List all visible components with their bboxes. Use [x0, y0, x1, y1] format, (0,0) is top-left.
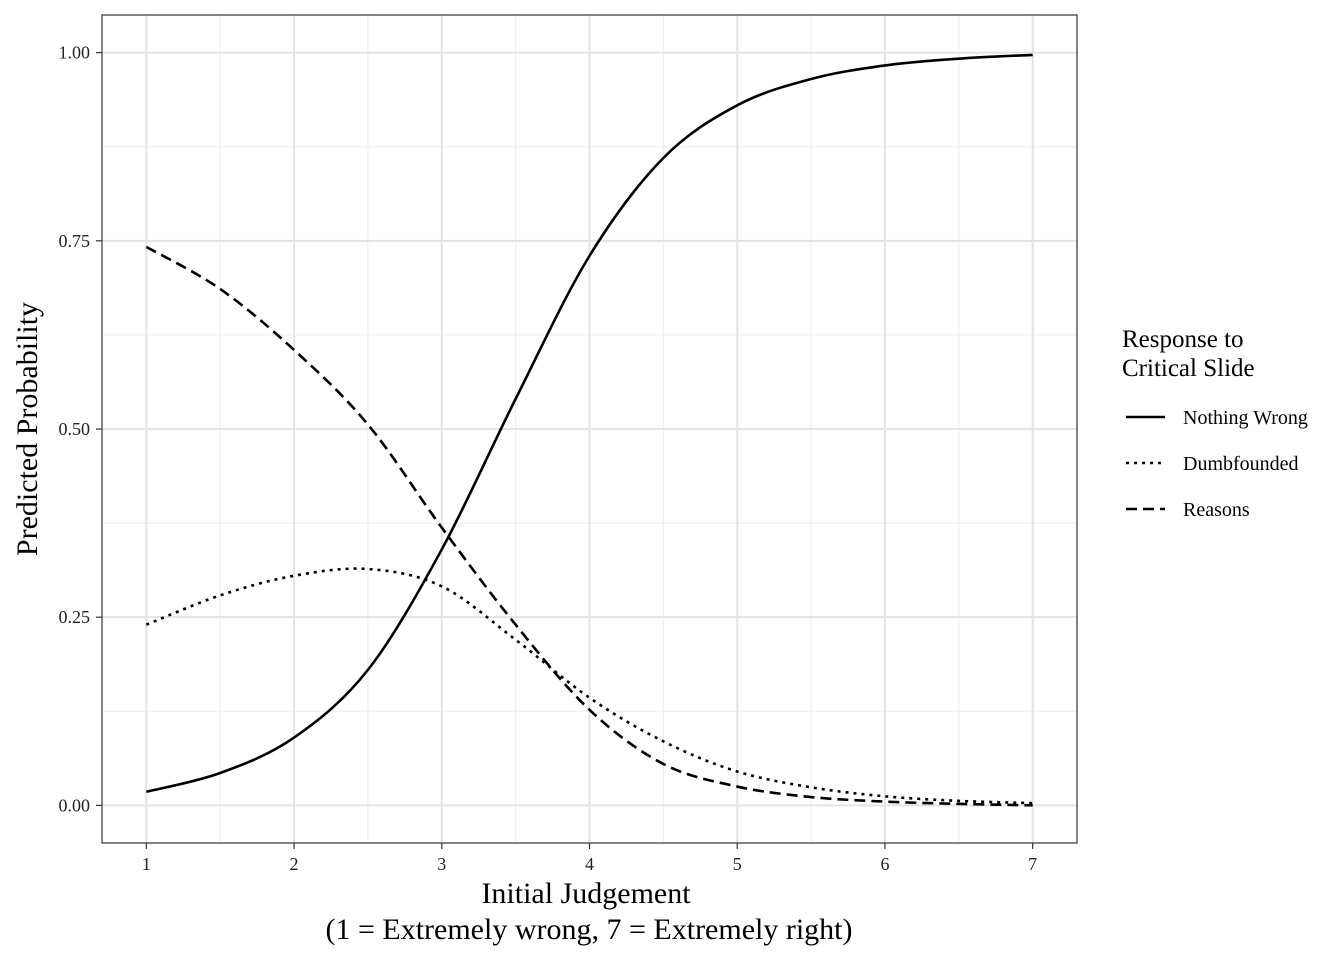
legend-label-reasons: Reasons: [1183, 499, 1250, 521]
x-axis: 1 2 3 4 5 6 7: [142, 843, 1037, 874]
legend-label-dumbfounded: Dumbfounded: [1183, 453, 1299, 475]
y-axis: 0.00 0.25 0.50 0.75 1.00: [59, 43, 102, 815]
y-axis-title: Predicted Probability: [11, 302, 44, 556]
x-tick-label: 3: [437, 854, 446, 874]
legend: Response to Critical Slide Nothing Wrong…: [1122, 326, 1308, 521]
y-tick-label: 0.25: [59, 607, 91, 627]
y-tick-label: 1.00: [59, 43, 91, 63]
series-line-reasons: [145, 245, 1033, 807]
y-tick-label: 0.50: [59, 419, 91, 439]
y-tick-label: 0.75: [59, 231, 91, 251]
x-tick-label: 5: [733, 854, 742, 874]
series-line-nothing-wrong: [145, 53, 1033, 794]
x-tick-label: 6: [880, 854, 889, 874]
legend-title-line2: Critical Slide: [1122, 355, 1255, 382]
x-tick-label: 2: [290, 854, 299, 874]
x-axis-subtitle: (1 = Extremely wrong, 7 = Extremely righ…: [325, 913, 852, 946]
legend-items: Nothing Wrong Dumbfounded Reasons: [1126, 407, 1308, 521]
legend-label-nothing-wrong: Nothing Wrong: [1183, 407, 1308, 429]
x-axis-title: Initial Judgement: [481, 877, 691, 910]
x-tick-label: 1: [142, 854, 151, 874]
x-tick-label: 4: [585, 854, 594, 874]
series-lines: [145, 53, 1033, 807]
legend-title-line1: Response to: [1122, 326, 1244, 353]
y-tick-label: 0.00: [59, 795, 91, 815]
x-tick-label: 7: [1028, 854, 1037, 874]
grid: [102, 15, 1077, 843]
